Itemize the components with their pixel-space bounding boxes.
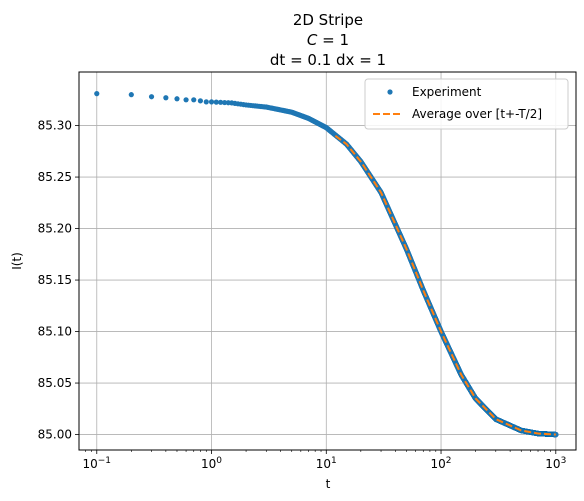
experiment-point bbox=[203, 99, 209, 105]
experiment-point bbox=[183, 97, 189, 103]
x-tick-label-base: 10 bbox=[201, 457, 216, 471]
x-tick-label: 102 bbox=[431, 456, 452, 471]
experiment-point bbox=[197, 98, 204, 104]
x-tick-label-exponent: 1 bbox=[331, 456, 337, 466]
y-tick-label: 85.05 bbox=[38, 376, 72, 390]
x-tick-label-exponent: −1 bbox=[98, 456, 111, 466]
x-tick-label-base: 10 bbox=[545, 457, 560, 471]
chart-title-line-1: 2D Stripe bbox=[293, 11, 363, 29]
grid bbox=[79, 72, 576, 450]
experiment-point bbox=[128, 92, 134, 98]
experiment-point bbox=[191, 97, 197, 103]
y-tick-label: 85.30 bbox=[38, 119, 72, 133]
x-tick-label: 103 bbox=[545, 456, 566, 471]
chart-title-line-3: dt = 0.1 dx = 1 bbox=[270, 51, 386, 69]
experiment-point bbox=[208, 99, 215, 105]
x-tick-label-exponent: 0 bbox=[216, 456, 222, 466]
chart-title-symbol: C bbox=[307, 31, 318, 49]
experiment-point bbox=[213, 99, 219, 105]
x-tick-label: 10−1 bbox=[82, 456, 111, 471]
x-tick-label: 101 bbox=[316, 456, 337, 471]
experiment-point bbox=[94, 91, 100, 97]
chart-title-line-2: C = 1 bbox=[307, 31, 349, 49]
x-tick-label-base: 10 bbox=[82, 457, 97, 471]
experiment-point bbox=[222, 99, 228, 106]
experiment-point bbox=[148, 94, 155, 100]
x-tick-label-exponent: 2 bbox=[446, 456, 452, 466]
experiment-point bbox=[174, 96, 180, 102]
experiment-point bbox=[163, 95, 169, 101]
x-major-ticks: 10−1 100 101 102 103 bbox=[82, 450, 566, 471]
y-tick-label: 85.15 bbox=[38, 273, 72, 287]
y-tick-label: 85.10 bbox=[38, 325, 72, 339]
y-tick-label: 85.00 bbox=[38, 428, 72, 442]
x-tick-label-base: 10 bbox=[431, 457, 446, 471]
x-tick-label: 100 bbox=[201, 456, 222, 471]
x-tick-label-exponent: 3 bbox=[561, 456, 567, 466]
x-tick-label-base: 10 bbox=[316, 457, 331, 471]
experiment-point bbox=[218, 99, 224, 105]
x-minor-ticks bbox=[85, 450, 551, 452]
y-tick-label: 85.25 bbox=[38, 170, 72, 184]
y-ticks: 85.00 85.05 85.10 85.15 85.20 85.25 85.30 bbox=[38, 119, 79, 442]
y-tick-label: 85.20 bbox=[38, 222, 72, 236]
chart-title-value: = 1 bbox=[317, 31, 349, 49]
